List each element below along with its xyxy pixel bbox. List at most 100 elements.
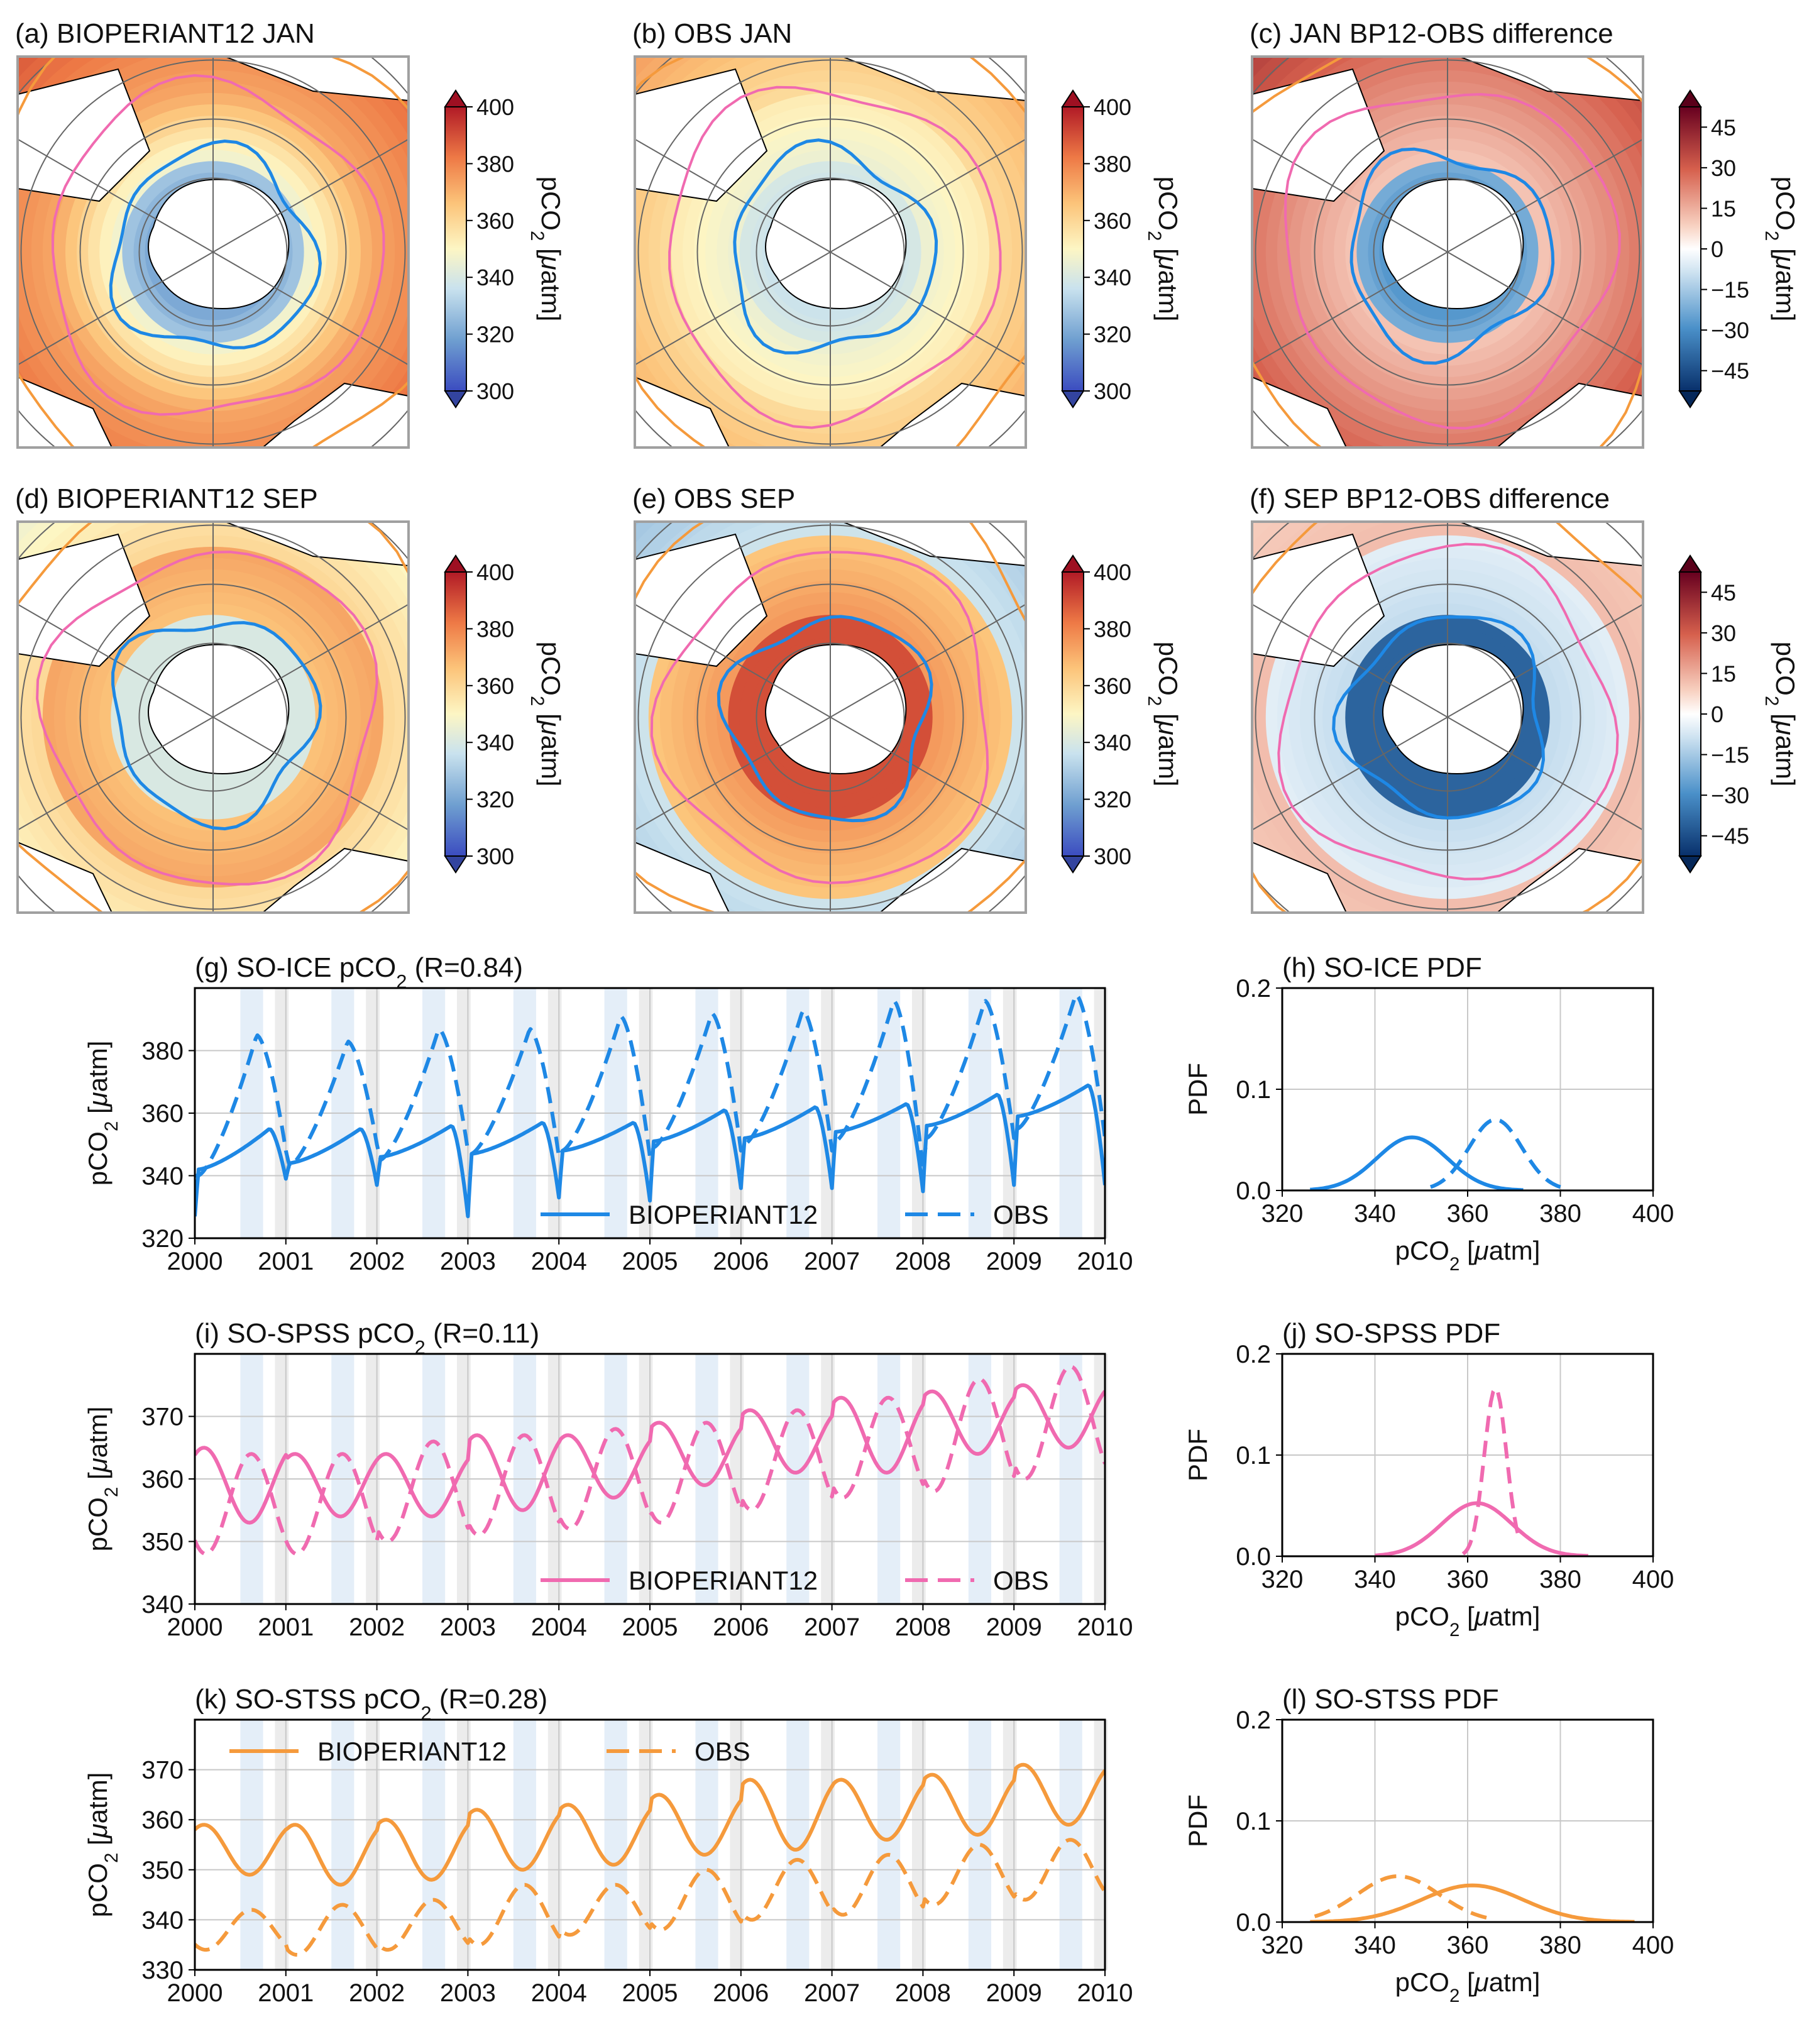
map-title: (c) JAN BP12-OBS difference bbox=[1250, 18, 1613, 49]
y-axis-label: PDF bbox=[1183, 1429, 1212, 1481]
colorbar-tick-label: −45 bbox=[1711, 823, 1749, 849]
spss-boundary-contour bbox=[668, 85, 1002, 429]
x-tick-label: 2007 bbox=[804, 1979, 860, 2007]
colorbar-tick-label: 340 bbox=[476, 265, 514, 290]
colorbar-gradient bbox=[444, 571, 467, 857]
series-line-obs bbox=[195, 1838, 1105, 1957]
x-tick-label: 2010 bbox=[1077, 1248, 1133, 1275]
colorbar-label: pCO2 [μatm] bbox=[1762, 177, 1801, 322]
x-tick-label: 2010 bbox=[1077, 1613, 1133, 1641]
spss-boundary-contour bbox=[1277, 542, 1619, 881]
colorbar-tick-label: 300 bbox=[1094, 843, 1131, 869]
x-tick-label: 2008 bbox=[895, 1979, 951, 2007]
map-field-d bbox=[18, 522, 409, 913]
chart-i: 2000 2001 2002 2003 2004 2005 2006 2007 2008 2009… bbox=[83, 1318, 1133, 1641]
australia-shape bbox=[261, 382, 409, 448]
y-tick-label: 330 bbox=[141, 1957, 184, 1984]
winter-shade-band bbox=[604, 1720, 627, 1970]
chart-j: 320 340 360 380 400 0.0 0.1 0.2 (j) SO-SPSS PDF P… bbox=[1183, 1318, 1674, 1640]
series-line-obs bbox=[1461, 1386, 1521, 1556]
summer-shade-band bbox=[821, 1720, 835, 1970]
colorbar-tick-label: 380 bbox=[476, 151, 514, 177]
x-tick-label: 2006 bbox=[713, 1248, 769, 1275]
map-panel-d: (d) BIOPERIANT12 SEP 400 380 360 340 320 300 pC… bbox=[15, 483, 566, 914]
south-america-shape bbox=[18, 68, 151, 202]
x-tick-label: 2010 bbox=[1077, 1979, 1133, 2007]
x-tick-label: 2001 bbox=[258, 1613, 314, 1641]
x-tick-label: 380 bbox=[1539, 1566, 1581, 1593]
map-title: (e) OBS SEP bbox=[632, 483, 795, 514]
x-tick-label: 2005 bbox=[622, 1613, 678, 1641]
australia-shape bbox=[261, 847, 409, 913]
colorbar-tick-label: 45 bbox=[1711, 580, 1736, 605]
colorbar-extend-top bbox=[1061, 89, 1085, 107]
series-line-bioperiant12 bbox=[1310, 1135, 1524, 1190]
chart-title: (g) SO-ICE pCO2 (R=0.84) bbox=[195, 952, 523, 992]
colorbar-tick-label: 400 bbox=[476, 559, 514, 585]
chart-title: (h) SO-ICE PDF bbox=[1282, 952, 1482, 983]
map-field-c bbox=[1252, 57, 1643, 448]
y-tick-label: 340 bbox=[141, 1906, 184, 1934]
x-tick-label: 2009 bbox=[986, 1248, 1042, 1275]
y-tick-label: 370 bbox=[141, 1404, 184, 1431]
colorbar-extend-bottom bbox=[1678, 390, 1702, 409]
map-title: (b) OBS JAN bbox=[632, 18, 792, 49]
colorbar-gradient bbox=[1062, 106, 1084, 392]
new-zealand-shape bbox=[635, 376, 730, 448]
chart-l: 320 340 360 380 400 0.0 0.1 0.2 (l) SO-STSS PDF P… bbox=[1183, 1684, 1674, 2006]
x-tick-label: 360 bbox=[1447, 1200, 1489, 1228]
colorbar-tick-label: 320 bbox=[476, 322, 514, 348]
legend: BIOPERIANT12 OBS bbox=[541, 1566, 1049, 1595]
map-panel-c: (c) JAN BP12-OBS difference 45 30 15 0 −15 −30… bbox=[1250, 18, 1801, 449]
south-america-shape bbox=[635, 533, 768, 668]
summer-shade-band bbox=[639, 1720, 653, 1970]
y-tick-label: 0.0 bbox=[1236, 1909, 1271, 1937]
y-tick-label: 320 bbox=[141, 1225, 184, 1253]
colorbar-tick-label: 360 bbox=[476, 673, 514, 699]
colorbar-extend-bottom bbox=[1061, 390, 1085, 409]
summer-shade-band bbox=[730, 1720, 744, 1970]
chart-h: 320 340 360 380 400 0.0 0.1 0.2 (h) SO-ICE PDF PD… bbox=[1183, 952, 1674, 1275]
x-tick-label: 2003 bbox=[440, 1979, 496, 2007]
chart-g: 2000 2001 2002 2003 2004 2005 2006 2007 2008 2009… bbox=[83, 952, 1133, 1275]
antarctica-shape bbox=[1382, 179, 1524, 310]
colorbar-tick-label: −30 bbox=[1711, 317, 1749, 343]
colorbar-extend-top bbox=[444, 554, 468, 573]
x-tick-label: 400 bbox=[1632, 1931, 1674, 1959]
series-line-bioperiant12 bbox=[195, 1762, 1105, 1887]
y-tick-label: 0.0 bbox=[1236, 1543, 1271, 1571]
colorbar-tick-label: 380 bbox=[1094, 616, 1131, 642]
new-zealand-shape bbox=[18, 376, 113, 448]
new-zealand-shape bbox=[1252, 841, 1348, 913]
africa-shape bbox=[1459, 57, 1643, 102]
x-tick-label: 2008 bbox=[895, 1248, 951, 1275]
south-america-shape bbox=[18, 533, 151, 668]
series-line-obs bbox=[195, 992, 1105, 1178]
colorbar-gradient bbox=[1679, 106, 1701, 392]
x-tick-label: 340 bbox=[1354, 1200, 1396, 1228]
colorbar-label: pCO2 [μatm] bbox=[1145, 642, 1184, 787]
colorbar-tick-label: 0 bbox=[1711, 701, 1723, 727]
winter-shade-band bbox=[695, 1720, 718, 1970]
antarctica-shape bbox=[765, 644, 907, 775]
x-tick-label: 2006 bbox=[713, 1613, 769, 1641]
map-field-b bbox=[635, 57, 1026, 448]
x-tick-label: 320 bbox=[1261, 1566, 1304, 1593]
map-frame bbox=[16, 55, 410, 449]
stss-boundary-contour bbox=[18, 57, 409, 448]
x-tick-label: 2004 bbox=[531, 1613, 587, 1641]
colorbar-d: 400 380 360 340 320 300 pCO2 [μatm] bbox=[444, 554, 566, 874]
colorbar-extend-bottom bbox=[444, 855, 468, 874]
series-line-bioperiant12 bbox=[195, 1083, 1105, 1219]
colorbar-tick-label: −15 bbox=[1711, 277, 1749, 303]
map-field-f bbox=[1252, 522, 1643, 913]
colorbar-e: 400 380 360 340 320 300 pCO2 [μatm] bbox=[1061, 554, 1184, 874]
x-tick-label: 2000 bbox=[167, 1613, 223, 1641]
ice-boundary-contour bbox=[109, 139, 322, 349]
colorbar-tick-label: 400 bbox=[1094, 559, 1131, 585]
spss-boundary-contour bbox=[1284, 92, 1621, 430]
y-tick-label: 0.2 bbox=[1236, 1706, 1271, 1734]
summer-shade-band bbox=[912, 1720, 926, 1970]
spss-boundary-contour bbox=[36, 551, 378, 886]
africa-shape bbox=[224, 522, 409, 567]
